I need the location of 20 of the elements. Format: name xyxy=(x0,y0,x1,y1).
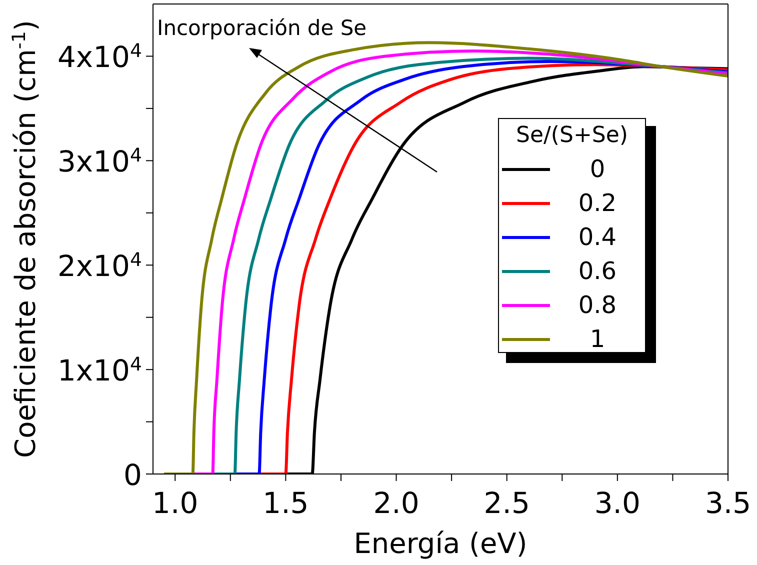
x-tick-label: 2.5 xyxy=(484,486,530,520)
legend-label: 0.6 xyxy=(577,257,618,285)
x-axis-title: Energía (eV) xyxy=(354,527,528,560)
legend-label: 0 xyxy=(588,155,606,183)
x-tick-label: 1.5 xyxy=(262,486,309,520)
x-tick-label: 1.0 xyxy=(152,486,198,520)
legend-label: 0.2 xyxy=(577,189,618,217)
x-tick-label: 3.5 xyxy=(704,486,752,520)
y-tick-label: 3x10$^{4}$ xyxy=(57,144,142,179)
y-tick-label: 0 xyxy=(124,458,142,492)
y-tick-label: 1x10$^{4}$ xyxy=(57,354,142,388)
x-tick-label: 3.0 xyxy=(594,486,640,520)
legend-title: Se/(S+Se) xyxy=(515,123,629,148)
legend-label: 0.8 xyxy=(577,291,618,319)
y-tick-label: 4x10$^{4}$ xyxy=(57,40,142,74)
legend-label: 1 xyxy=(588,325,606,353)
x-tick-label: 2.0 xyxy=(373,486,420,520)
legend-label: 0.4 xyxy=(577,223,618,251)
annotation: Incorporación de Se xyxy=(157,16,367,40)
y-tick-label: 2x10$^{4}$ xyxy=(57,249,142,284)
